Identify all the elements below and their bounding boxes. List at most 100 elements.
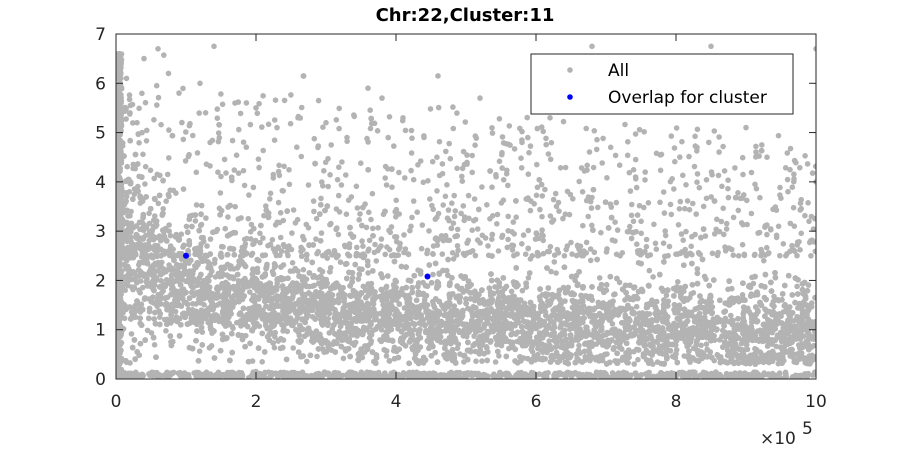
all-point <box>411 326 418 333</box>
all-point <box>495 289 501 295</box>
all-point <box>576 342 582 349</box>
all-point <box>212 256 218 263</box>
all-point <box>304 358 310 365</box>
all-point <box>616 279 623 286</box>
all-point <box>646 267 653 274</box>
all-point <box>303 256 310 263</box>
all-point <box>631 284 638 290</box>
all-point <box>494 284 500 290</box>
all-point <box>546 338 552 344</box>
all-point <box>378 327 385 333</box>
all-point <box>309 283 316 290</box>
all-point <box>548 268 554 275</box>
all-point <box>473 358 479 365</box>
all-point <box>142 295 148 301</box>
all-point <box>243 332 249 339</box>
all-point <box>434 279 441 285</box>
all-point <box>442 232 449 239</box>
all-point <box>383 353 390 359</box>
all-point <box>748 169 755 176</box>
all-point <box>128 331 135 337</box>
all-point <box>676 206 683 212</box>
all-point <box>432 349 439 356</box>
all-point <box>562 298 568 304</box>
all-point <box>126 92 133 98</box>
all-point <box>657 199 663 206</box>
all-point <box>675 279 681 285</box>
all-point <box>448 341 454 347</box>
all-point <box>595 204 601 211</box>
all-point <box>609 321 616 327</box>
all-point <box>280 328 286 334</box>
all-point <box>794 283 800 290</box>
all-point <box>190 301 196 307</box>
all-point <box>663 292 670 299</box>
all-point <box>498 342 505 349</box>
all-point <box>289 260 296 266</box>
all-point <box>314 353 320 360</box>
all-point <box>728 312 734 319</box>
all-point <box>121 315 128 322</box>
all-points-cloud <box>116 51 816 379</box>
all-point <box>146 220 153 227</box>
all-point <box>593 341 600 347</box>
all-point <box>761 257 767 264</box>
all-point <box>165 191 172 198</box>
all-point <box>151 342 158 348</box>
all-point <box>148 330 155 336</box>
all-point <box>359 238 365 244</box>
all-point <box>373 258 380 264</box>
all-point <box>568 239 574 246</box>
all-point <box>161 52 167 58</box>
all-point <box>430 301 437 308</box>
all-point <box>365 270 371 276</box>
all-point <box>167 232 174 239</box>
all-point <box>300 266 307 273</box>
all-point <box>508 288 515 295</box>
all-point <box>525 275 532 281</box>
all-point <box>329 326 336 333</box>
all-point <box>519 287 526 294</box>
all-point <box>494 341 500 348</box>
all-point <box>325 316 332 322</box>
all-point <box>366 323 373 330</box>
all-point <box>744 346 751 353</box>
all-point <box>553 270 559 276</box>
all-point <box>337 259 344 266</box>
all-point <box>349 274 356 281</box>
all-point <box>326 330 333 336</box>
all-point <box>151 175 157 182</box>
all-point <box>631 361 637 367</box>
all-point <box>771 293 777 300</box>
all-point <box>496 353 502 359</box>
all-point <box>479 358 485 364</box>
all-point <box>587 257 594 264</box>
all-point <box>196 348 203 355</box>
all-point <box>633 303 640 310</box>
all-point <box>290 268 297 274</box>
all-point <box>127 360 133 366</box>
all-point <box>168 272 175 279</box>
all-point <box>764 330 771 337</box>
all-point <box>271 344 278 351</box>
all-point <box>650 274 656 280</box>
all-point <box>275 199 282 206</box>
all-point <box>340 355 347 362</box>
all-point <box>245 215 252 222</box>
all-point <box>352 339 359 346</box>
all-point <box>355 276 362 282</box>
all-point <box>450 256 457 262</box>
all-point <box>492 359 499 365</box>
all-point <box>596 275 603 281</box>
all-point <box>536 330 543 336</box>
all-point <box>183 223 190 230</box>
all-point <box>635 356 641 363</box>
all-point <box>234 271 241 278</box>
all-point <box>430 271 436 278</box>
all-point <box>290 345 297 351</box>
all-point <box>259 359 266 365</box>
all-point <box>698 342 704 349</box>
all-point <box>247 289 253 295</box>
all-point <box>335 231 342 238</box>
